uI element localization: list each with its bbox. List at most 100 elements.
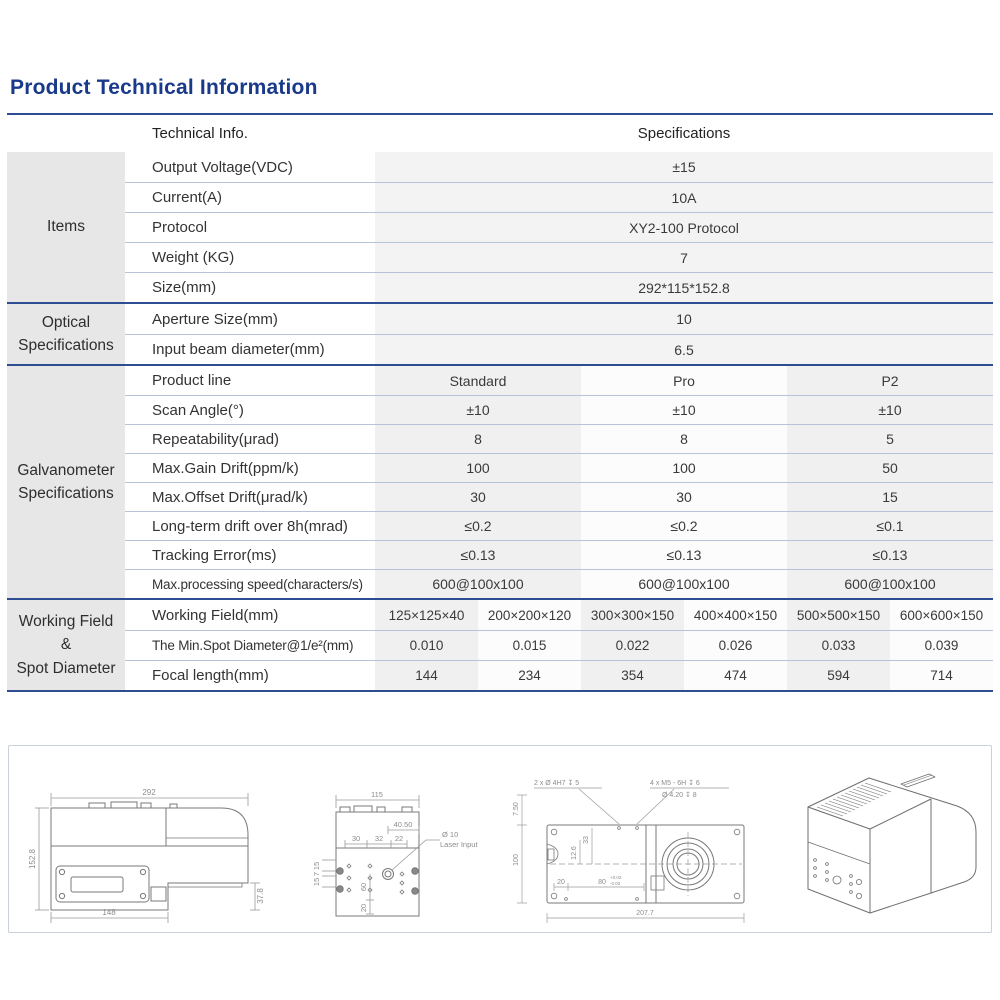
spec-value: 0.039 [890,631,993,660]
spec-label: Focal length(mm) [125,661,375,690]
spec-value: ≤0.2 [375,512,581,540]
table-row: Working Field(mm) 125×125×40 200×200×120… [125,600,993,630]
section-working-field: Working Field & Spot Diameter Working Fi… [7,598,993,690]
spec-label: Repeatability(μrad) [125,425,375,453]
spec-label: Max.Gain Drift(ppm/k) [125,454,375,482]
table-row: Repeatability(μrad) 8 8 5 [125,424,993,453]
spec-value: ≤0.1 [787,512,993,540]
spec-value: 234 [478,661,581,690]
table-row: Current(A) 10A [125,182,993,212]
bottom-view-drawing: 2 x Ø 4H7 ↧ 5 4 x M5 - 6H ↧ 6 Ø 4.20 ↧ 8… [513,780,745,923]
section-items: Items Output Voltage(VDC) ±15 Current(A)… [7,152,993,302]
table-row: Output Voltage(VDC) ±15 [125,152,993,182]
dim-v1: 60 [359,883,368,891]
dim-left: 100 [513,854,520,866]
section-galvanometer: Galvanometer Specifications Product line… [7,364,993,598]
spec-value: 6.5 [375,335,993,364]
header-technical-info: Technical Info. [152,125,248,142]
spec-label: Working Field(mm) [125,600,375,630]
spec-label: The Min.Spot Diameter@1/e²(mm) [125,631,375,660]
tolerance-plus: +0.02 [610,875,622,880]
dim-width: 292 [142,788,156,797]
laser-input-diameter: Ø 10 [442,830,458,839]
spec-value: 292*115*152.8 [375,273,993,302]
table-row: Max.processing speed(characters/s) 600@1… [125,569,993,598]
dim-a: 33 [583,836,590,844]
spec-value: 30 [375,483,581,511]
group-cell-items: Items [7,152,125,302]
spec-value: Pro [581,366,787,395]
table-row: Size(mm) 292*115*152.8 [125,272,993,302]
spec-value: 200×200×120 [478,600,581,630]
spec-value: ≤0.2 [581,512,787,540]
spec-value: 600@100x100 [581,570,787,598]
dim-total-width: 207.7 [636,910,654,917]
spec-label: Max.processing speed(characters/s) [125,570,375,598]
spec-label: Protocol [125,213,375,242]
spec-label: Output Voltage(VDC) [125,152,375,182]
spec-value: ≤0.13 [581,541,787,569]
spec-value: 600×600×150 [890,600,993,630]
laser-input-label: Laser Input [440,840,478,849]
note-thread-depth: Ø 4.20 ↧ 8 [662,792,697,799]
page-title: Product Technical Information [10,76,318,99]
front-view-drawing: 115 40.50 30 32 22 Ø 10 Laser Input 60 2… [312,790,478,917]
table-row: Weight (KG) 7 [125,242,993,272]
table-row: Long-term drift over 8h(mrad) ≤0.2 ≤0.2 … [125,511,993,540]
spec-value: 100 [581,454,787,482]
spec-value: P2 [787,366,993,395]
spec-value: 15 [787,483,993,511]
dim-a: 30 [352,834,360,843]
table-row: Protocol XY2-100 Protocol [125,212,993,242]
table-header: Technical Info. Specifications [7,115,993,152]
spec-value: ±15 [375,152,993,182]
spec-value: 714 [890,661,993,690]
spec-value: 400×400×150 [684,600,787,630]
section-optical: Optical Specifications Aperture Size(mm)… [7,302,993,364]
dim-l3: 15 [312,878,321,886]
spec-value: 0.015 [478,631,581,660]
spec-value: ≤0.13 [787,541,993,569]
spec-value: 144 [375,661,478,690]
spec-value: 5 [787,425,993,453]
spec-value: 8 [375,425,581,453]
dim-b: 12.6 [571,846,578,860]
spec-table: Technical Info. Specifications Items Out… [7,113,993,692]
dim-width: 115 [371,790,383,799]
spec-value: ±10 [787,396,993,424]
table-row: Max.Offset Drift(μrad/k) 30 30 15 [125,482,993,511]
spec-value: 10A [375,183,993,212]
dim-step: 37.8 [256,888,265,904]
spec-value: 0.033 [787,631,890,660]
spec-value: 0.022 [581,631,684,660]
spec-label: Current(A) [125,183,375,212]
spec-label: Tracking Error(ms) [125,541,375,569]
note-dowel-holes: 2 x Ø 4H7 ↧ 5 [534,780,579,787]
spec-value: 0.026 [684,631,787,660]
group-cell-optical: Optical Specifications [7,304,125,364]
spec-value: 125×125×40 [375,600,478,630]
spec-value: 354 [581,661,684,690]
spec-label: Input beam diameter(mm) [125,335,375,364]
table-row: Focal length(mm) 144 234 354 474 594 714 [125,660,993,690]
spec-value: 600@100x100 [375,570,581,598]
dim-c: 20 [557,879,565,886]
spec-value: ±10 [375,396,581,424]
note-thread-holes: 4 x M5 - 6H ↧ 6 [650,780,700,787]
spec-value: 50 [787,454,993,482]
spec-value: 10 [375,304,993,334]
dim-b: 32 [375,834,383,843]
header-specifications: Specifications [637,125,731,142]
dim-top: 7.50 [513,802,520,816]
spec-value: 30 [581,483,787,511]
dim-offset: 40.50 [394,820,413,829]
table-row: Input beam diameter(mm) 6.5 [125,334,993,364]
spec-value: 300×300×150 [581,600,684,630]
table-row: Aperture Size(mm) 10 [125,304,993,334]
spec-value: ±10 [581,396,787,424]
spec-label: Product line [125,366,375,395]
table-row: Max.Gain Drift(ppm/k) 100 100 50 [125,453,993,482]
tolerance-minus: -0.02 [610,881,621,886]
spec-label: Scan Angle(°) [125,396,375,424]
